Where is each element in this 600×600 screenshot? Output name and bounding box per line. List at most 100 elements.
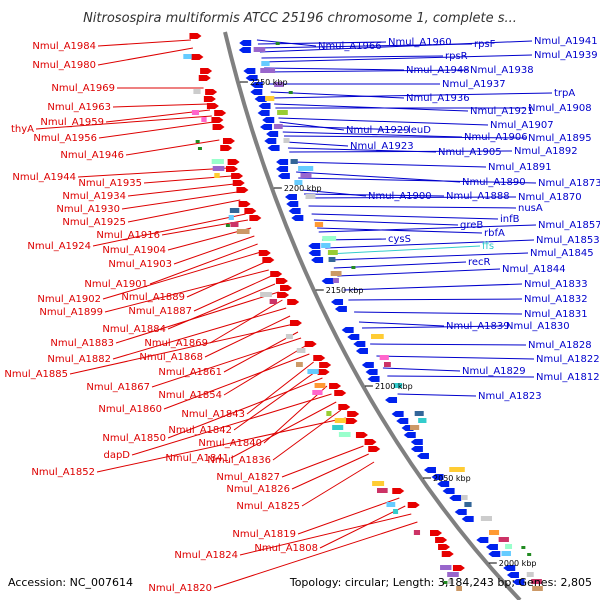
feature-block [413, 530, 421, 535]
right-connector [311, 213, 499, 220]
gene-label-left: Nmul_A1899 [39, 307, 103, 318]
gene-label-left: Nmul_A1885 [4, 369, 68, 380]
gene-label-left: Nmul_A1843 [181, 409, 245, 420]
feature-block [305, 194, 316, 199]
left-connector [291, 453, 369, 490]
left-connector [239, 513, 412, 556]
feature-block [338, 432, 351, 437]
gene-label-left: Nmul_A1861 [158, 367, 222, 378]
gene-label-right: recR [468, 257, 491, 268]
right-connector [330, 252, 529, 261]
reverse-gene-arrow [365, 369, 378, 375]
reverse-gene-arrow [355, 348, 368, 354]
gene-label-right: Nmul_A1822 [536, 354, 600, 365]
reverse-gene-arrow [416, 453, 429, 459]
feature-block [393, 383, 403, 388]
feature-block [314, 383, 326, 388]
feature-block [410, 425, 420, 430]
reverse-gene-arrow [367, 376, 380, 382]
left-connector [97, 39, 191, 47]
reverse-gene-arrow [276, 166, 289, 172]
scale-label: 2000 kbp [499, 559, 537, 568]
gene-label-right: trpA [554, 88, 575, 99]
gene-label-left: Nmul_A1882 [47, 354, 111, 365]
forward-gene-arrow [258, 250, 271, 256]
right-connector [298, 177, 537, 184]
reverse-gene-arrow [266, 131, 279, 137]
reverse-gene-arrow [431, 474, 444, 480]
reverse-gene-arrow [403, 432, 416, 438]
feature-block [371, 334, 384, 339]
reverse-gene-arrow [308, 250, 321, 256]
topology-summary: Topology: circular; Length: 3,184,243 bp… [289, 576, 592, 589]
reverse-gene-arrow [258, 103, 271, 109]
reverse-gene-arrow [461, 516, 474, 522]
feature-block [531, 579, 542, 584]
reverse-gene-arrow [238, 47, 251, 53]
gene-label-right: Nmul_A1829 [462, 366, 526, 377]
reverse-gene-arrow [512, 579, 525, 585]
feature-block [526, 572, 534, 577]
feature-block [294, 180, 303, 185]
marker-tick [195, 140, 200, 143]
left-connector [163, 353, 310, 410]
scale-label: 2100 kbp [375, 382, 413, 391]
left-connector [97, 47, 194, 66]
forward-gene-arrow [238, 201, 251, 207]
right-connector [382, 367, 461, 372]
marker-tick [197, 147, 202, 150]
right-connector [284, 135, 527, 139]
feature-block [330, 271, 342, 276]
right-connector [305, 196, 517, 199]
forward-gene-arrow [203, 96, 216, 102]
left-connector [98, 121, 214, 139]
feature-block [277, 110, 288, 115]
gene-label-left: Nmul_A1916 [96, 230, 160, 241]
feature-block [461, 495, 468, 500]
gene-label-right: Nmul_A1870 [518, 192, 582, 203]
feature-block [307, 369, 319, 374]
forward-gene-arrow [225, 166, 238, 172]
gene-label-right: Nmul_A1833 [524, 279, 588, 290]
gene-label-left: Nmul_A1901 [84, 279, 148, 290]
right-connector [279, 121, 345, 131]
feature-block [253, 47, 266, 52]
left-connector [149, 243, 258, 285]
gene-label-left: Nmul_A1860 [98, 404, 162, 415]
gene-features [183, 33, 543, 591]
feature-block [326, 411, 332, 416]
left-connector [297, 497, 400, 535]
marker-tick [521, 546, 526, 549]
reverse-gene-arrow [410, 446, 423, 452]
left-connector [112, 103, 209, 108]
right-connector [333, 261, 467, 269]
feature-block [489, 530, 500, 535]
left-connector [69, 323, 295, 375]
right-connector [354, 311, 523, 315]
feature-block [418, 418, 427, 423]
feature-block [456, 586, 462, 591]
feature-block [448, 579, 454, 584]
right-connector [397, 393, 477, 397]
forward-gene-arrow [277, 292, 290, 298]
left-labels: Nmul_A1984 Nmul_A1980 Nmul_A1969 Nmul_A1963… [4, 41, 318, 594]
forward-gene-arrow [334, 390, 347, 396]
gene-label-right: greB [460, 220, 483, 231]
forward-gene-arrow [452, 565, 465, 571]
gene-label-left: Nmul_A1883 [50, 338, 114, 349]
forward-gene-arrow [345, 418, 358, 424]
gene-label-right: Nmul_A1941 [534, 36, 598, 47]
reverse-gene-arrow [485, 544, 498, 550]
right-connector [308, 205, 517, 209]
reverse-gene-arrow [243, 68, 256, 74]
gene-label-left: Nmul_A1902 [37, 294, 101, 305]
forward-gene-arrow [270, 271, 283, 277]
gene-label-left: Nmul_A1930 [56, 204, 120, 215]
reverse-gene-arrow [385, 397, 398, 403]
gene-label-right: Nmul_A1960 [388, 37, 452, 48]
reverse-gene-arrow [334, 306, 347, 312]
feature-block [290, 159, 298, 164]
feature-block [260, 292, 272, 297]
gene-label-right: nusA [518, 203, 543, 214]
accession-text: Accession: NC_007614 [8, 576, 133, 589]
